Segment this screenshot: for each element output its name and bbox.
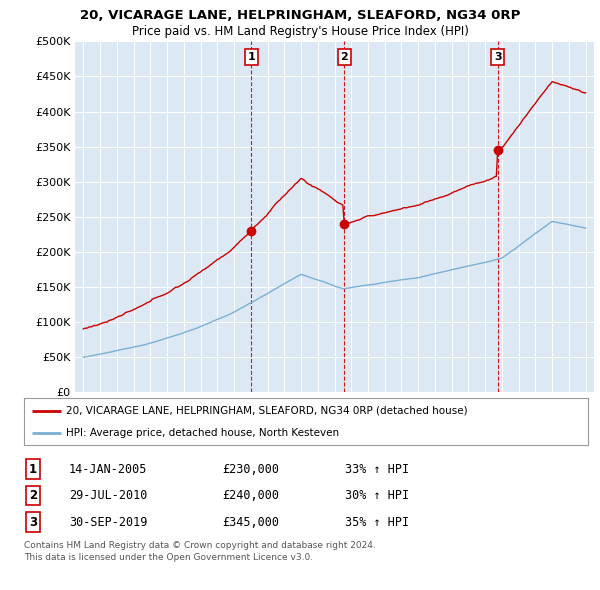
Text: £240,000: £240,000 <box>222 489 279 502</box>
Text: 2: 2 <box>29 489 37 502</box>
Text: 2: 2 <box>340 52 348 62</box>
Text: 14-JAN-2005: 14-JAN-2005 <box>69 463 148 476</box>
Text: HPI: Average price, detached house, North Kesteven: HPI: Average price, detached house, Nort… <box>66 428 340 438</box>
Text: 1: 1 <box>29 463 37 476</box>
Text: This data is licensed under the Open Government Licence v3.0.: This data is licensed under the Open Gov… <box>24 553 313 562</box>
Text: Price paid vs. HM Land Registry's House Price Index (HPI): Price paid vs. HM Land Registry's House … <box>131 25 469 38</box>
Text: £345,000: £345,000 <box>222 516 279 529</box>
Text: 33% ↑ HPI: 33% ↑ HPI <box>345 463 409 476</box>
Text: £230,000: £230,000 <box>222 463 279 476</box>
Text: 30% ↑ HPI: 30% ↑ HPI <box>345 489 409 502</box>
Text: Contains HM Land Registry data © Crown copyright and database right 2024.: Contains HM Land Registry data © Crown c… <box>24 541 376 550</box>
Text: 30-SEP-2019: 30-SEP-2019 <box>69 516 148 529</box>
Text: 35% ↑ HPI: 35% ↑ HPI <box>345 516 409 529</box>
Text: 3: 3 <box>29 516 37 529</box>
Text: 1: 1 <box>248 52 256 62</box>
Text: 20, VICARAGE LANE, HELPRINGHAM, SLEAFORD, NG34 0RP: 20, VICARAGE LANE, HELPRINGHAM, SLEAFORD… <box>80 9 520 22</box>
Text: 29-JUL-2010: 29-JUL-2010 <box>69 489 148 502</box>
Text: 20, VICARAGE LANE, HELPRINGHAM, SLEAFORD, NG34 0RP (detached house): 20, VICARAGE LANE, HELPRINGHAM, SLEAFORD… <box>66 406 468 416</box>
Text: 3: 3 <box>494 52 502 62</box>
